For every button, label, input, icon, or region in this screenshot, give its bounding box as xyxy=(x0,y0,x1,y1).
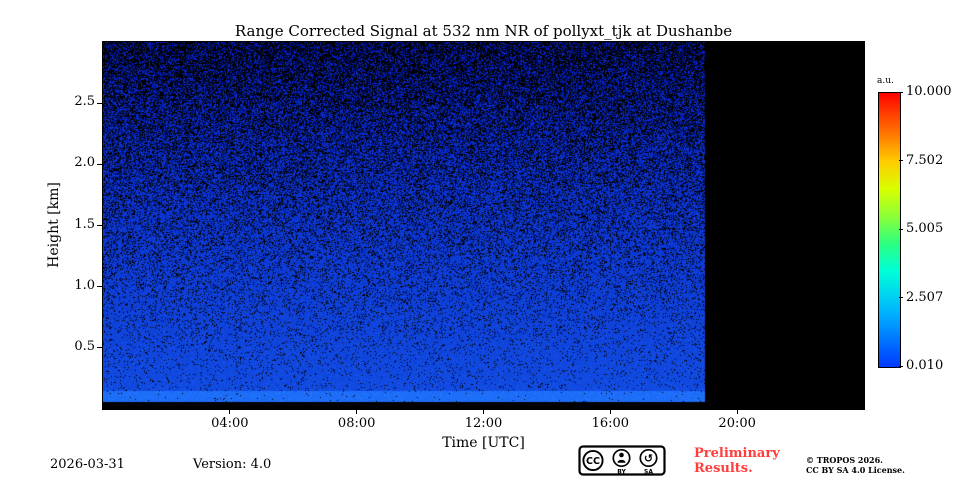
svg-text:CC: CC xyxy=(586,456,600,467)
copyright-line-2: CC BY SA 4.0 License. xyxy=(806,466,905,476)
x-tick-mark xyxy=(229,409,230,414)
x-tick-label: 20:00 xyxy=(707,416,767,431)
x-tick-label: 04:00 xyxy=(200,416,260,431)
lidar-quicklook-figure: Range Corrected Signal at 532 nm NR of p… xyxy=(0,0,960,480)
y-tick-mark xyxy=(97,286,103,287)
colorbar-tick-label: 7.502 xyxy=(906,153,958,168)
colorbar-tick-label: 0.010 xyxy=(906,358,958,373)
colorbar-unit-label: a.u. xyxy=(877,76,894,86)
x-tick-mark xyxy=(610,409,611,414)
svg-text:BY: BY xyxy=(617,469,626,476)
preliminary-results-label: Preliminary Results. xyxy=(694,447,788,477)
y-tick-mark xyxy=(97,225,103,226)
y-tick-label: 0.5 xyxy=(53,339,95,354)
x-tick-mark xyxy=(483,409,484,414)
colorbar-tick-mark xyxy=(899,160,903,161)
x-tick-label: 08:00 xyxy=(327,416,387,431)
x-tick-mark xyxy=(356,409,357,414)
heatmap-canvas xyxy=(103,42,864,409)
x-tick-label: 16:00 xyxy=(580,416,640,431)
y-tick-label: 2.5 xyxy=(53,94,95,109)
chart-title: Range Corrected Signal at 532 nm NR of p… xyxy=(102,22,865,40)
colorbar-tick-label: 2.507 xyxy=(906,290,958,305)
plot-area xyxy=(102,41,865,410)
colorbar-tick-label: 10.000 xyxy=(906,84,958,99)
colorbar-tick-mark xyxy=(899,92,903,93)
y-tick-label: 1.0 xyxy=(53,278,95,293)
copyright-notice: © TROPOS 2026. CC BY SA 4.0 License. xyxy=(806,456,905,475)
colorbar-tick-label: 5.005 xyxy=(906,221,958,236)
footer-date: 2026-03-31 xyxy=(50,457,125,472)
colorbar-tick-mark xyxy=(899,366,903,367)
y-tick-mark xyxy=(97,164,103,165)
colorbar-tick-mark xyxy=(899,297,903,298)
y-tick-label: 2.0 xyxy=(53,155,95,170)
y-tick-mark xyxy=(97,103,103,104)
colorbar xyxy=(878,92,901,368)
footer-version: Version: 4.0 xyxy=(193,457,271,472)
y-tick-mark xyxy=(97,347,103,348)
x-tick-mark xyxy=(737,409,738,414)
colorbar-tick-mark xyxy=(899,229,903,230)
svg-text:SA: SA xyxy=(644,469,653,476)
x-tick-label: 12:00 xyxy=(454,416,514,431)
cc-license-badge: CC BY ↺ SA xyxy=(578,445,666,476)
svg-text:↺: ↺ xyxy=(644,452,653,465)
y-tick-label: 1.5 xyxy=(53,217,95,232)
